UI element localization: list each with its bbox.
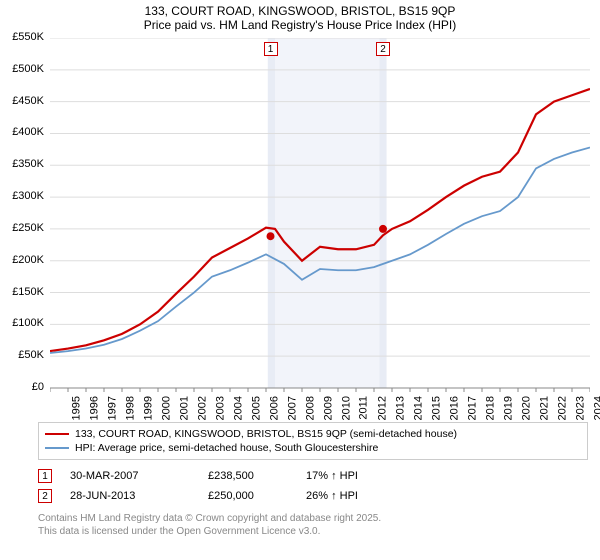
chart-title: 133, COURT ROAD, KINGSWOOD, BRISTOL, BS1… <box>0 0 600 18</box>
x-tick-label: 1999 <box>142 396 154 420</box>
x-tick-label: 2014 <box>412 396 424 420</box>
y-tick-label: £100K <box>10 317 44 329</box>
y-tick-label: £450K <box>10 95 44 107</box>
y-tick-label: £0 <box>10 381 44 393</box>
x-tick-label: 2018 <box>484 396 496 420</box>
y-tick-label: £350K <box>10 158 44 170</box>
y-tick-label: £500K <box>10 63 44 75</box>
x-tick-label: 2021 <box>538 396 550 420</box>
y-tick-label: £250K <box>10 222 44 234</box>
y-tick-label: £300K <box>10 190 44 202</box>
x-tick-label: 2000 <box>160 396 172 420</box>
legend-swatch <box>45 447 69 450</box>
x-tick-label: 2007 <box>286 396 298 420</box>
y-tick-label: £50K <box>10 349 44 361</box>
x-tick-label: 2011 <box>358 396 370 420</box>
x-tick-label: 2017 <box>466 396 478 420</box>
legend-label: 133, COURT ROAD, KINGSWOOD, BRISTOL, BS1… <box>75 428 457 440</box>
x-tick-label: 2012 <box>376 396 388 420</box>
sales-price: £250,000 <box>208 490 288 502</box>
chart-plot <box>50 38 590 394</box>
x-tick-label: 2010 <box>340 396 352 420</box>
sale-marker-2: 2 <box>376 42 390 56</box>
x-tick-label: 1996 <box>88 396 100 420</box>
x-tick-label: 2020 <box>520 396 532 420</box>
legend-label: HPI: Average price, semi-detached house,… <box>75 442 378 454</box>
x-tick-label: 2005 <box>250 396 262 420</box>
x-tick-label: 2008 <box>304 396 316 420</box>
y-tick-label: £400K <box>10 126 44 138</box>
chart-subtitle: Price paid vs. HM Land Registry's House … <box>0 18 600 38</box>
x-tick-label: 1997 <box>106 396 118 420</box>
chart-area: £0 £50K £100K £150K £200K £250K £300K £350K £400… <box>10 38 595 418</box>
sales-price: £238,500 <box>208 470 288 482</box>
legend: 133, COURT ROAD, KINGSWOOD, BRISTOL, BS1… <box>38 422 588 460</box>
footer: Contains HM Land Registry data © Crown c… <box>38 512 588 538</box>
footer-line1: Contains HM Land Registry data © Crown c… <box>38 512 588 525</box>
legend-row: HPI: Average price, semi-detached house,… <box>45 441 581 455</box>
x-tick-label: 2019 <box>502 396 514 420</box>
y-tick-label: £150K <box>10 286 44 298</box>
sales-row: 1 30-MAR-2007 £238,500 17% ↑ HPI <box>38 466 588 486</box>
legend-swatch <box>45 433 69 436</box>
x-tick-label: 2004 <box>232 396 244 420</box>
x-tick-label: 2001 <box>178 396 190 420</box>
sales-pct: 26% ↑ HPI <box>306 490 406 502</box>
x-tick-label: 2023 <box>574 396 586 420</box>
sales-date: 30-MAR-2007 <box>70 470 190 482</box>
x-tick-label: 1998 <box>124 396 136 420</box>
x-tick-label: 2009 <box>322 396 334 420</box>
sales-marker: 2 <box>38 489 52 503</box>
x-tick-label: 2013 <box>394 396 406 420</box>
x-tick-label: 2006 <box>268 396 280 420</box>
x-tick-label: 2024 <box>592 396 600 420</box>
footer-line2: This data is licensed under the Open Gov… <box>38 525 588 538</box>
x-tick-label: 2015 <box>430 396 442 420</box>
sales-date: 28-JUN-2013 <box>70 490 190 502</box>
x-tick-label: 2016 <box>448 396 460 420</box>
x-tick-label: 1995 <box>70 396 82 420</box>
sales-row: 2 28-JUN-2013 £250,000 26% ↑ HPI <box>38 486 588 506</box>
x-tick-label: 2022 <box>556 396 568 420</box>
y-tick-label: £550K <box>10 31 44 43</box>
legend-row: 133, COURT ROAD, KINGSWOOD, BRISTOL, BS1… <box>45 427 581 441</box>
sale-marker-1: 1 <box>264 42 278 56</box>
y-tick-label: £200K <box>10 254 44 266</box>
sales-pct: 17% ↑ HPI <box>306 470 406 482</box>
x-tick-label: 2002 <box>196 396 208 420</box>
sales-table: 1 30-MAR-2007 £238,500 17% ↑ HPI 2 28-JUN-201… <box>38 466 588 506</box>
sales-marker: 1 <box>38 469 52 483</box>
x-tick-label: 2003 <box>214 396 226 420</box>
